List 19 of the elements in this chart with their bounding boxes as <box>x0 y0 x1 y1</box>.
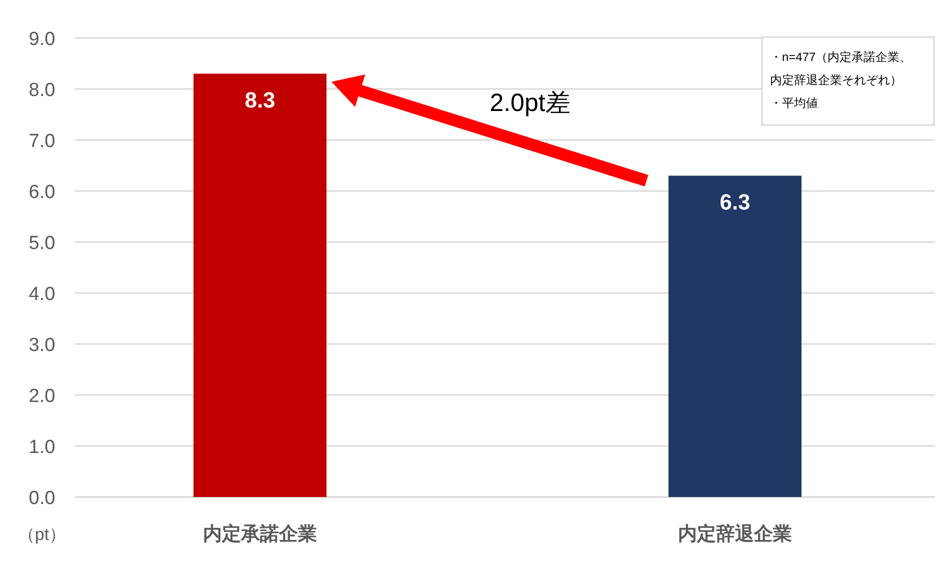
y-axis-title: （pt） <box>18 525 66 544</box>
x-tick-label: 内定辞退企業 <box>678 523 792 545</box>
y-tick-label: 8.0 <box>28 80 56 101</box>
annotation: 内定辞退企業それぞれ） <box>770 73 902 87</box>
y-tick-label: 6.0 <box>28 182 56 203</box>
y-tick-label: 3.0 <box>28 335 56 356</box>
y-tick-label: 7.0 <box>28 131 56 152</box>
x-tick-label: 内定承諾企業 <box>203 523 317 545</box>
data-label: 8.3 <box>244 88 276 113</box>
annotation: ・n=477（内定承諾企業、 <box>770 50 912 64</box>
y-tick-label: 4.0 <box>28 284 56 305</box>
y-tick-label: 9.0 <box>28 29 56 50</box>
annotation: ・平均値 <box>770 96 818 110</box>
y-tick-label: 2.0 <box>28 386 56 407</box>
y-tick-label: 0.0 <box>28 488 56 509</box>
annotation: 2.0pt差 <box>490 89 570 117</box>
y-tick-label: 5.0 <box>28 233 56 254</box>
data-label: 6.3 <box>720 190 750 215</box>
y-tick-label: 1.0 <box>28 437 56 458</box>
